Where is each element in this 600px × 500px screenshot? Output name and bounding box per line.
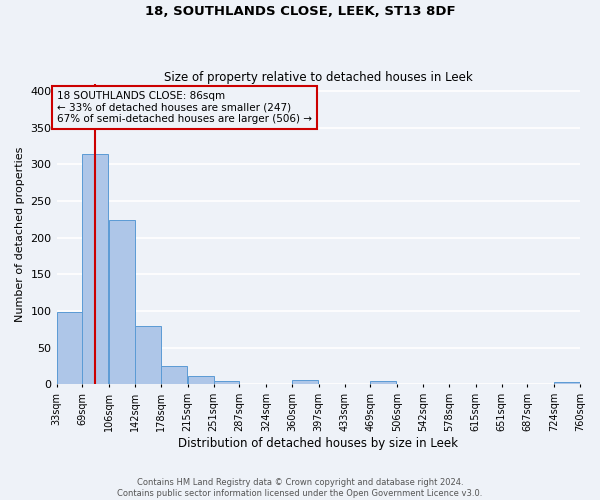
Bar [292, 380, 318, 384]
Y-axis label: Number of detached properties: Number of detached properties [15, 146, 25, 322]
Bar [554, 382, 580, 384]
Bar [188, 376, 214, 384]
Title: Size of property relative to detached houses in Leek: Size of property relative to detached ho… [164, 70, 473, 84]
Bar [82, 154, 109, 384]
Bar [214, 381, 239, 384]
Text: 18, SOUTHLANDS CLOSE, LEEK, ST13 8DF: 18, SOUTHLANDS CLOSE, LEEK, ST13 8DF [145, 5, 455, 18]
Text: Contains HM Land Registry data © Crown copyright and database right 2024.
Contai: Contains HM Land Registry data © Crown c… [118, 478, 482, 498]
Text: 18 SOUTHLANDS CLOSE: 86sqm
← 33% of detached houses are smaller (247)
67% of sem: 18 SOUTHLANDS CLOSE: 86sqm ← 33% of deta… [57, 91, 312, 124]
Bar [109, 220, 135, 384]
X-axis label: Distribution of detached houses by size in Leek: Distribution of detached houses by size … [178, 437, 458, 450]
Bar [56, 312, 82, 384]
Bar [370, 381, 397, 384]
Bar [161, 366, 187, 384]
Bar [135, 326, 161, 384]
